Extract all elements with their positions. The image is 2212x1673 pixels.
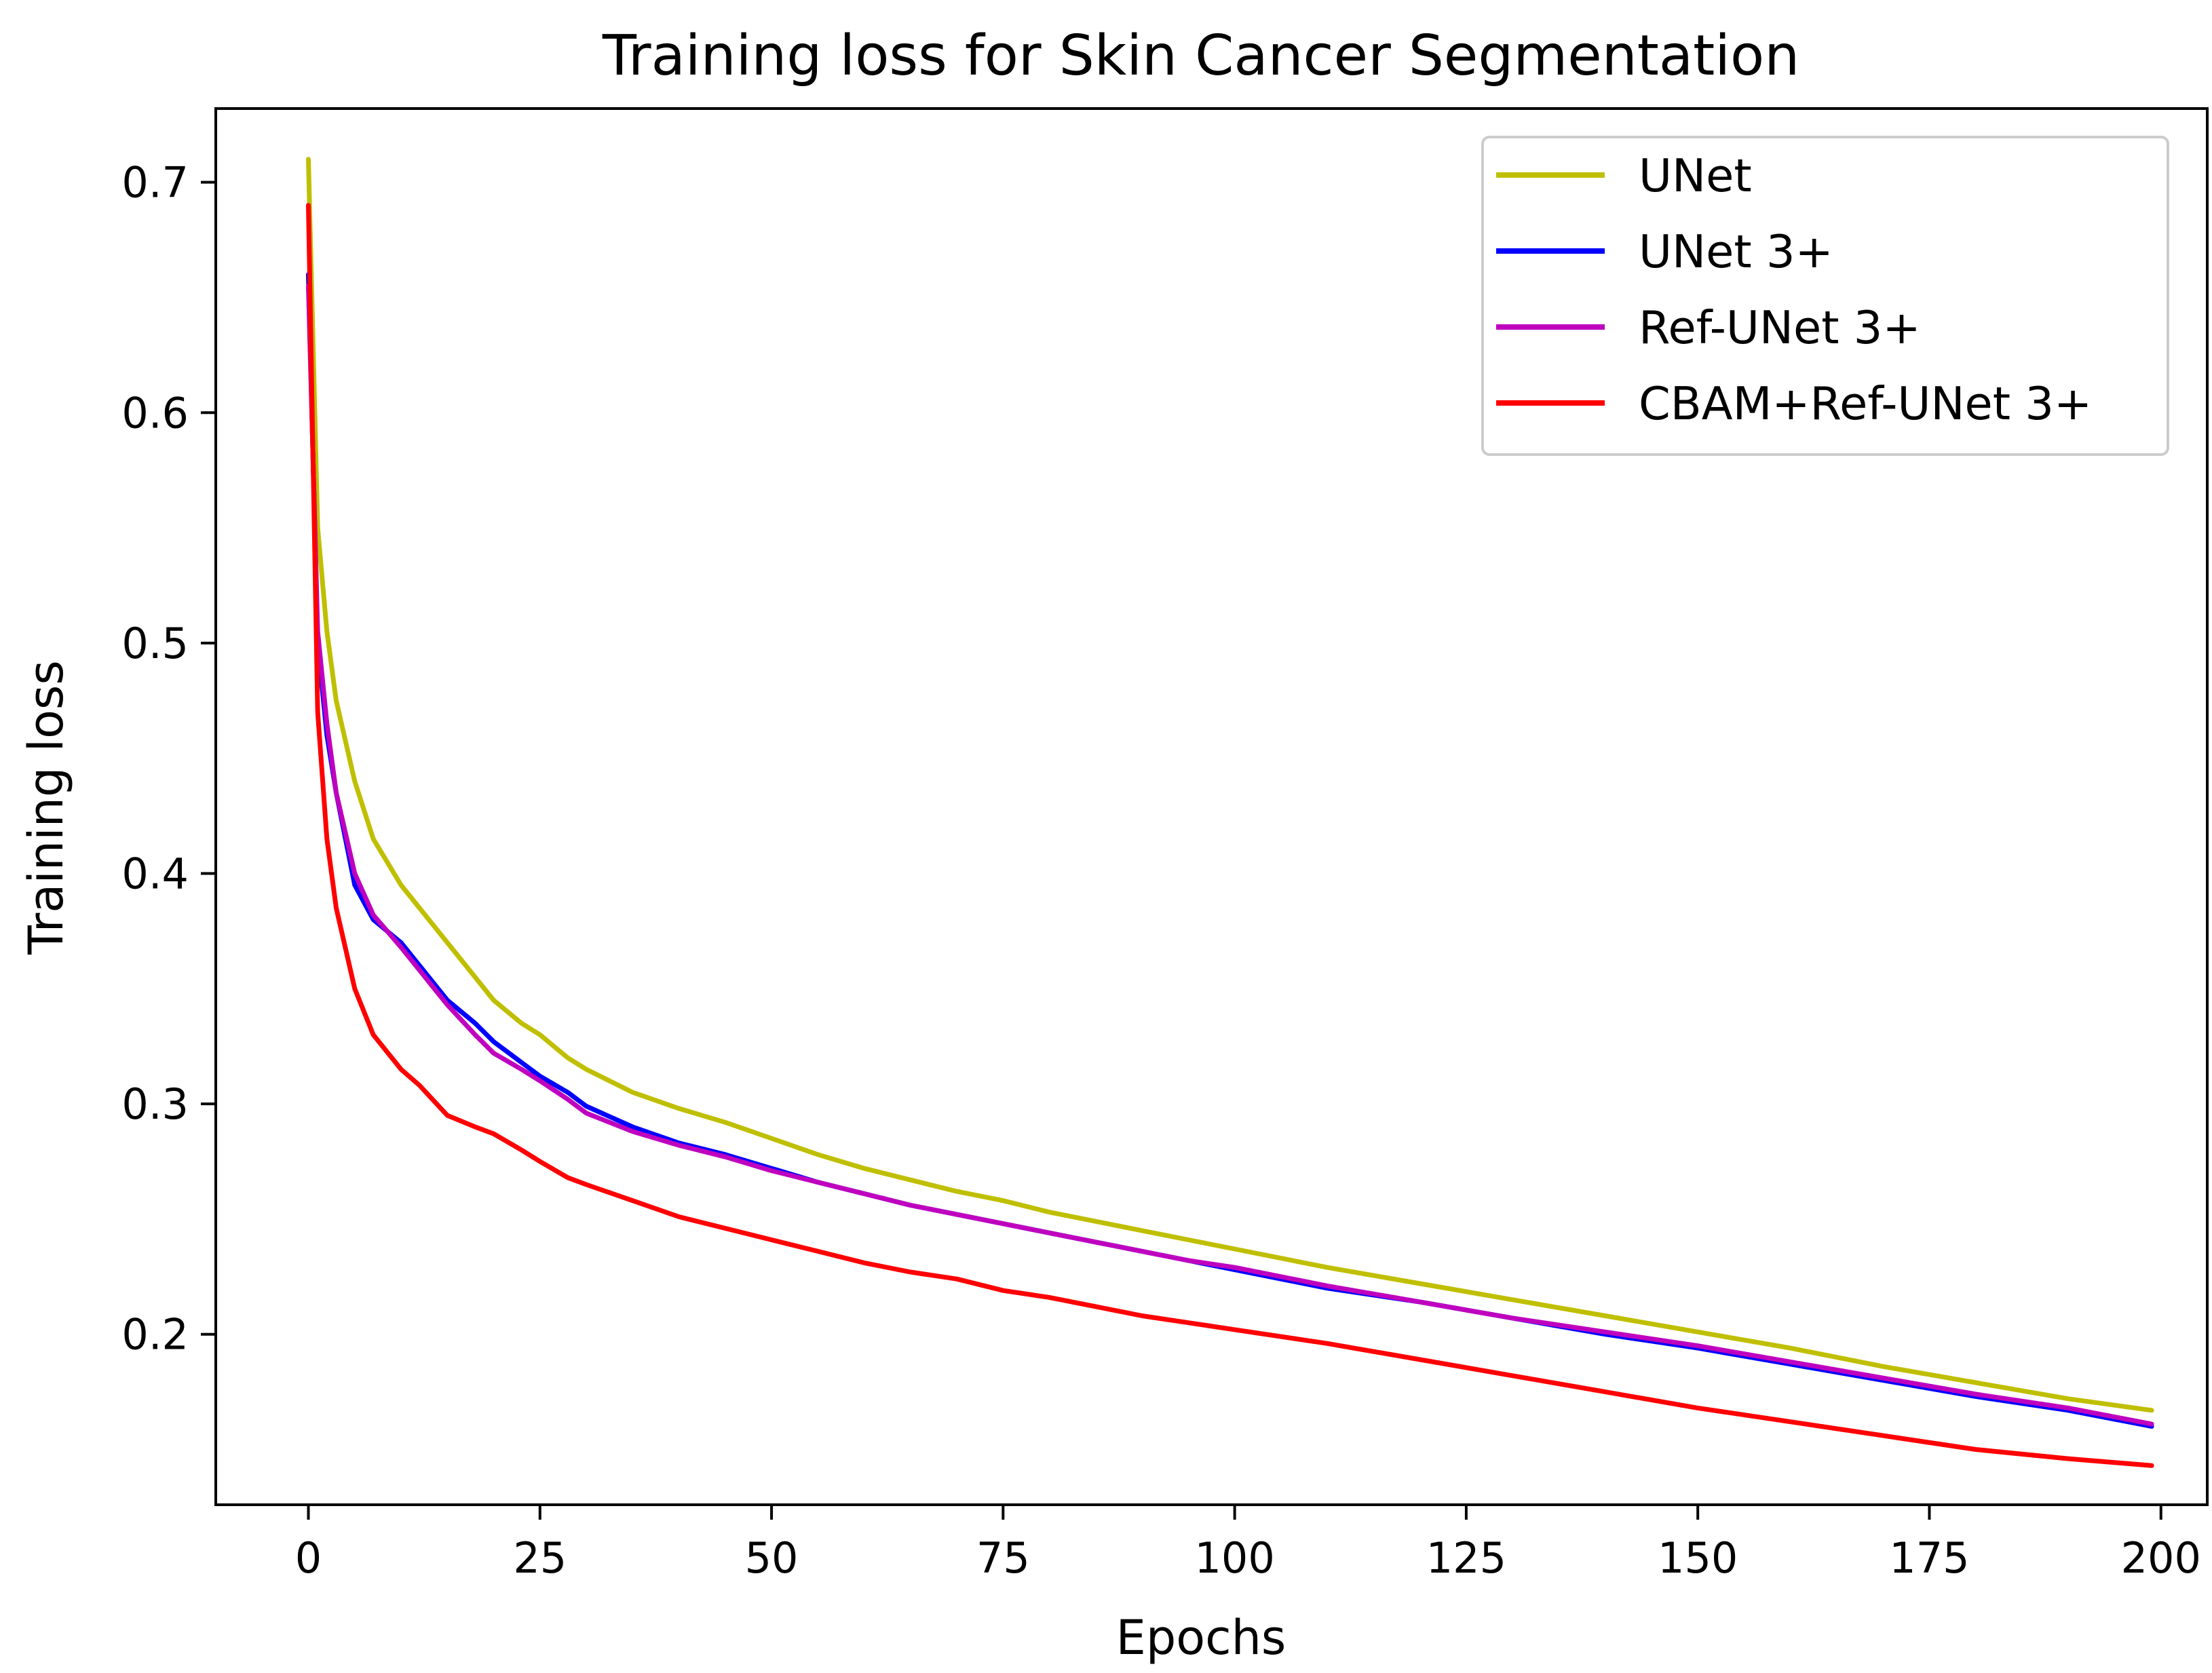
y-axis-label: Training loss — [18, 660, 74, 955]
x-tick-label: 125 — [1426, 1533, 1506, 1583]
x-axis-ticks: 0 25 50 75 100 125 150 175 200 — [295, 1505, 2201, 1583]
legend: UNet UNet 3+ Ref-UNet 3+ CBAM+Ref-UNet 3+ — [1481, 136, 2169, 456]
series-layer — [306, 157, 2154, 1468]
series-line-unet — [306, 157, 2154, 1413]
x-tick-label: 150 — [1658, 1533, 1738, 1583]
y-tick-label: 0.2 — [121, 1310, 189, 1360]
x-tick-label: 0 — [295, 1533, 322, 1583]
y-tick-label: 0.4 — [121, 849, 189, 898]
legend-label: Ref-UNet 3+ — [1639, 301, 1921, 354]
legend-label: UNet — [1639, 149, 1752, 202]
chart-title: Training loss for Skin Cancer Segmentati… — [602, 24, 1799, 88]
series-line-cbam-ref-unet-3- — [306, 203, 2154, 1468]
legend-label: CBAM+Ref-UNet 3+ — [1639, 377, 2092, 430]
y-tick-label: 0.6 — [121, 388, 189, 438]
x-axis-label: Epochs — [1116, 1610, 1286, 1666]
legend-label: UNet 3+ — [1639, 225, 1833, 278]
plot-frame — [214, 107, 2209, 1506]
x-tick-label: 75 — [976, 1533, 1030, 1583]
x-tick-label: 200 — [2121, 1533, 2201, 1583]
series-line-ref-unet-3- — [306, 284, 2154, 1427]
y-axis-ticks: 0.2 0.3 0.4 0.5 0.6 0.7 — [121, 158, 216, 1360]
x-tick-label: 175 — [1889, 1533, 1969, 1583]
x-tick-label: 50 — [745, 1533, 799, 1583]
x-tick-label: 25 — [513, 1533, 567, 1583]
legend-box — [1481, 136, 2169, 456]
y-tick-label: 0.7 — [121, 158, 189, 208]
y-tick-label: 0.3 — [121, 1079, 189, 1129]
y-tick-label: 0.5 — [121, 619, 189, 668]
legend-items: UNet UNet 3+ Ref-UNet 3+ CBAM+Ref-UNet 3+ — [1496, 149, 2092, 430]
x-tick-label: 100 — [1194, 1533, 1274, 1583]
